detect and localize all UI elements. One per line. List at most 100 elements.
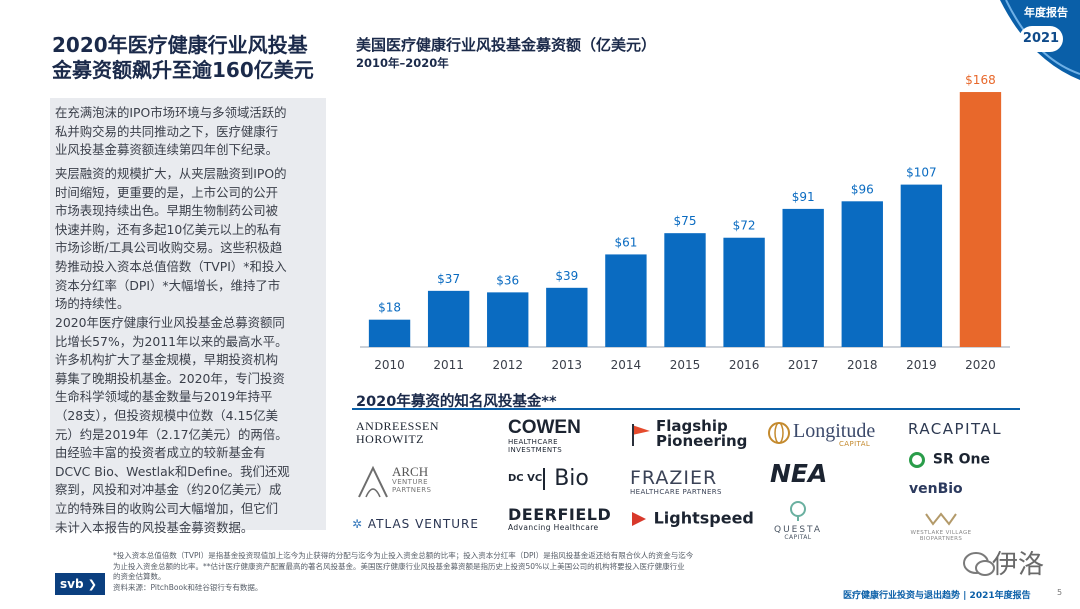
logo-text: HOROWITZ: [356, 432, 424, 447]
logo-subtext: HEALTHCARE: [508, 437, 558, 446]
logo-questa-capital: QUESTA CAPITAL: [768, 500, 828, 542]
paragraph-line: 在充满泡沫的IPO市场环境与多领域活跃的: [55, 105, 287, 120]
data-label-2011: $37: [437, 272, 460, 286]
logo-subtext: WESTLAKE VILLAGE: [910, 529, 972, 536]
x-tick-2013: 2013: [552, 358, 583, 372]
paragraph-line: 势推动投入资本总值倍数（TVPI）*和投入: [55, 258, 287, 274]
svb-logo-text: svb: [60, 577, 84, 591]
logo-text: DEERFIELD: [508, 505, 612, 524]
westlake-icon: [925, 512, 957, 526]
x-tick-2011: 2011: [433, 358, 464, 372]
logo-westlake-village: WESTLAKE VILLAGE BIOPARTNERS: [903, 512, 979, 542]
logo-text: Longitude: [793, 420, 876, 442]
bar-chart: $18 2010 $37 2011 $36 2012 $39 2013 $61 2014 $75 20…: [360, 73, 1010, 372]
logo-text: ANDREESSEN: [356, 419, 440, 433]
paragraph-line: 快速并购，还有多起10亿美元以上的私有: [55, 221, 282, 237]
x-tick-2016: 2016: [729, 358, 760, 372]
data-label-2016: $72: [733, 219, 756, 233]
paragraph-line: （28支），但投资规模中位数（4.15亿美: [55, 407, 279, 423]
paragraph-line: 元）约是2019年（2.17亿美元）的两倍。: [55, 426, 288, 442]
atlas-icon: ✲: [352, 517, 364, 531]
year-badge: 2021: [1019, 26, 1063, 52]
paragraph-1: 在充满泡沫的IPO市场环境与多领域活跃的 私并购交易的共同推动之下，医疗健康行 …: [55, 104, 317, 160]
chart-title: 美国医疗健康行业风投基金募资额（亿美元）: [356, 36, 657, 54]
paragraph-line: 资本分红率（DPI）*大幅增长，维持了市: [55, 277, 281, 293]
logo-subtext: VENTURE: [392, 478, 428, 487]
bar-2010: [368, 319, 411, 347]
logo-andreessen-horowitz: ANDREESSEN HOROWITZ: [356, 419, 440, 447]
logo-sr-one: SR One: [909, 452, 990, 468]
paragraph-line: DCVC Bio、Westlak和Define。我们还观: [55, 463, 290, 479]
footnote-line: 的资金估算数。: [113, 572, 166, 581]
x-tick-2017: 2017: [788, 358, 819, 372]
svb-logo: svb ❯: [55, 573, 105, 595]
logo-text: DC VC: [508, 473, 543, 485]
paragraph-line: 生命科学领域的基金数量与2019年持平: [55, 389, 273, 405]
sr-one-icon: [909, 452, 925, 468]
logo-text: QUESTA: [773, 524, 823, 535]
lightspeed-icon: [632, 511, 646, 526]
logo-deerfield: DEERFIELD Advancing Healthcare: [508, 506, 611, 532]
data-label-2012: $36: [496, 273, 519, 287]
paragraph-line: 场的持续性。: [55, 296, 130, 312]
x-tick-2012: 2012: [492, 358, 523, 372]
logo-subtext: Advancing Healthcare: [508, 522, 599, 532]
x-tick-2010: 2010: [374, 358, 405, 372]
logo-text: FRAZIER: [630, 467, 718, 489]
paragraph-line: 比增长57%，为2011年以来的最高水平。: [55, 333, 288, 349]
logo-subtext: INVESTMENTS: [508, 445, 563, 454]
paragraph-line: 立的特殊目的收购公司大幅增加，但它们: [55, 500, 279, 516]
logo-subtext: BIOPARTNERS: [919, 535, 963, 542]
wechat-icon: [963, 552, 995, 576]
logo-subtext: HEALTHCARE PARTNERS: [630, 487, 722, 496]
paragraph-line: 2020年医疗健康行业风投基金总募资额同: [55, 315, 285, 330]
logo-text: ATLAS VENTURE: [367, 517, 479, 531]
logo-cowen: COWEN HEALTHCARE INVESTMENTS: [508, 417, 581, 454]
bar-2016: [723, 237, 765, 347]
flag-icon: [632, 424, 650, 446]
paragraph-line: 时间缩短，更重要的是，上市公司的公开: [55, 184, 279, 200]
watermark-text: 伊洛: [992, 550, 1045, 580]
bar-2017: [782, 208, 824, 347]
paragraph-line: 市场表现持续出色。早期生物制药公司被: [55, 203, 279, 219]
report-type-label: 年度报告: [1024, 6, 1068, 19]
paragraph-line: 募集了晚期投机基金。2020年，专门投资: [55, 370, 285, 386]
paragraph-2: 夹层融资的规模扩大，从夹层融资到IPO的 时间缩短，更重要的是，上市公司的公开 …: [55, 165, 317, 314]
footnote-line: *投入资本总值倍数（TVPI）是指基金投资现值加上迄今为止获得的分配与迄今为止投…: [113, 551, 694, 560]
paragraph-line: 由经验丰富的投资者成立的较新基金有: [55, 445, 266, 461]
x-tick-2014: 2014: [611, 358, 642, 372]
data-label-2020: $168: [965, 73, 996, 87]
funds-divider: [352, 408, 1020, 410]
page-title-line-2: 金募资额飙升至逾160亿美元: [52, 58, 314, 82]
paragraph-line: 许多机构扩大了基金规模，早期投资机构: [55, 352, 279, 368]
x-tick-2015: 2015: [670, 358, 701, 372]
logo-subtext: CAPITAL: [784, 534, 812, 542]
data-label-2010: $18: [378, 301, 401, 315]
bar-2018: [841, 201, 883, 347]
bar-2012: [487, 292, 529, 347]
paragraph-line: 业风投基金募资额连续第四年创下纪录。: [55, 142, 279, 158]
logo-text: SR One: [932, 451, 990, 468]
logo-frazier: FRAZIER HEALTHCARE PARTNERS: [630, 468, 722, 497]
logo-lightspeed: Lightspeed: [630, 509, 754, 528]
logo-racapital: RACAPITAL: [908, 420, 1003, 438]
paragraph-line: 私并购交易的共同推动之下，医疗健康行: [55, 123, 279, 139]
chevron-right-icon: ❯: [87, 578, 97, 591]
chart-subtitle: 2010年–2020年: [356, 56, 449, 70]
data-label-2019: $107: [906, 166, 937, 180]
globe-icon: [768, 422, 790, 444]
bar-2013: [546, 287, 588, 347]
x-tick-2020: 2020: [965, 358, 996, 372]
questa-icon: [790, 501, 806, 521]
logo-text: Bio: [554, 466, 589, 491]
page-title-line-1: 2020年医疗健康行业风投基: [52, 33, 308, 57]
page-title: 2020年医疗健康行业风投基 金募资额飙升至逾160亿美元: [52, 33, 322, 83]
funds-section-title: 2020年募资的知名风投基金**: [356, 394, 557, 410]
bar-2011: [427, 290, 470, 347]
logo-subtext: PARTNERS: [392, 485, 432, 494]
logo-dcvc-bio: DC VC Bio: [508, 466, 589, 491]
data-label-2013: $39: [555, 269, 578, 283]
bar-2019: [900, 184, 943, 347]
logo-text: Flagship: [656, 417, 728, 435]
bar-2014: [605, 254, 647, 347]
